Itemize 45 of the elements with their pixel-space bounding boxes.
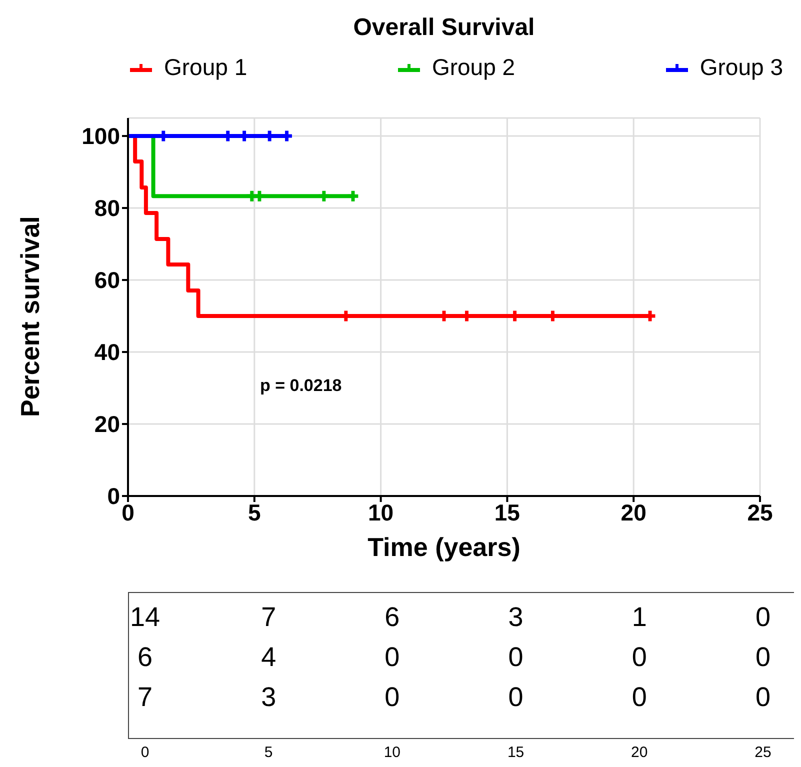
- x-axis-title: Time (years): [368, 532, 520, 562]
- x-tick-label: 5: [248, 499, 261, 526]
- text: 6: [384, 602, 401, 633]
- text: 5: [263, 744, 274, 761]
- y-tick-label: 40: [94, 339, 120, 366]
- y-tick-label: 60: [94, 267, 120, 294]
- text: 0: [630, 682, 648, 713]
- text: 14: [128, 602, 162, 633]
- annotation: p = 0.0218: [260, 376, 342, 396]
- x-tick-label: 15: [494, 499, 520, 526]
- text: 7: [136, 682, 154, 713]
- point: [348, 190, 358, 202]
- point: [254, 190, 265, 202]
- y-tick-label: 0: [107, 483, 120, 510]
- x-tick-label: 25: [747, 499, 773, 526]
- text: 0: [384, 642, 401, 673]
- y-tick-label: 20: [94, 411, 120, 438]
- text: 0: [507, 682, 524, 713]
- text: 3: [507, 602, 524, 633]
- text: 10: [382, 744, 402, 761]
- text: 6: [136, 642, 154, 673]
- text: 0: [754, 642, 772, 673]
- y-tick-label: 80: [94, 195, 120, 222]
- text: 0: [507, 642, 524, 673]
- text: 0: [384, 682, 401, 713]
- legend-label: Group 2: [432, 54, 516, 81]
- text: 3: [260, 682, 278, 713]
- text: 7: [260, 602, 278, 633]
- y-axis-title: Percent survival: [15, 216, 46, 417]
- x-tick-label: 20: [620, 499, 646, 526]
- text: 4: [260, 642, 278, 673]
- text: 0: [140, 744, 150, 761]
- text: 0: [754, 602, 772, 633]
- text: 0: [630, 642, 648, 673]
- text: 25: [754, 744, 772, 761]
- text: 1: [630, 602, 648, 633]
- y-tick-label: 100: [82, 123, 120, 150]
- text: 15: [506, 744, 526, 761]
- point: [318, 190, 330, 202]
- x-tick-label: 10: [368, 499, 394, 526]
- chart-title: Overall Survival: [352, 14, 536, 42]
- legend-label: Group 3: [700, 54, 783, 81]
- text: 20: [630, 744, 649, 761]
- legend-label: Group 1: [164, 54, 248, 81]
- text: 0: [754, 682, 772, 713]
